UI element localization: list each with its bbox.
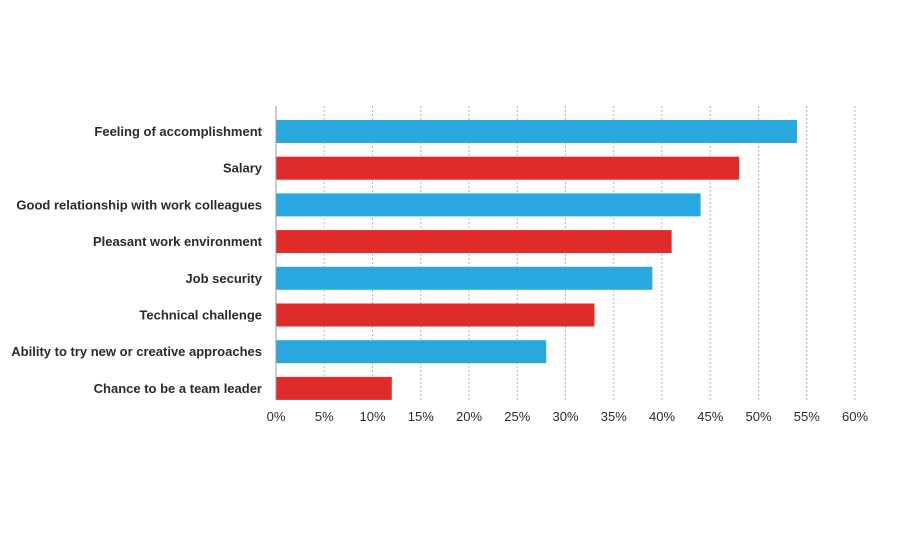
x-tick-label-9: 45% xyxy=(697,409,723,424)
bar-0 xyxy=(276,120,798,143)
bar-3 xyxy=(276,230,672,254)
category-label-6: Ability to try new or creative approache… xyxy=(11,344,262,359)
bar-1 xyxy=(276,156,740,180)
x-tick-label-1: 5% xyxy=(315,409,334,424)
category-label-7: Chance to be a team leader xyxy=(94,381,262,396)
x-tick-label-8: 40% xyxy=(649,409,675,424)
x-tick-label-5: 25% xyxy=(504,409,530,424)
x-tick-label-6: 30% xyxy=(552,409,578,424)
category-label-1: Salary xyxy=(223,161,263,176)
bar-4 xyxy=(276,266,653,290)
x-tick-label-7: 35% xyxy=(601,409,627,424)
x-tick-labels: 0% 5% 10% 15% 20% 25% 30% 35% 40% 45% 50% 55% 60% xyxy=(267,409,869,424)
bar-7 xyxy=(276,376,392,400)
x-tick-label-4: 20% xyxy=(456,409,482,424)
x-tick-label-2: 10% xyxy=(359,409,385,424)
bar-2 xyxy=(276,193,701,217)
x-tick-label-3: 15% xyxy=(408,409,434,424)
x-tick-label-11: 55% xyxy=(794,409,820,424)
category-label-4: Job security xyxy=(185,271,262,286)
x-tick-label-10: 50% xyxy=(745,409,771,424)
bar-5 xyxy=(276,303,595,327)
bars xyxy=(276,120,798,400)
x-tick-label-12: 60% xyxy=(842,409,868,424)
bar-6 xyxy=(276,340,547,364)
category-label-5: Technical challenge xyxy=(139,308,262,323)
category-label-2: Good relationship with work colleagues xyxy=(16,197,262,212)
category-label-3: Pleasant work environment xyxy=(93,234,263,249)
x-tick-label-0: 0% xyxy=(267,409,286,424)
category-labels: Feeling of accomplishment Salary Good rela… xyxy=(11,124,262,396)
category-label-0: Feeling of accomplishment xyxy=(94,124,262,139)
